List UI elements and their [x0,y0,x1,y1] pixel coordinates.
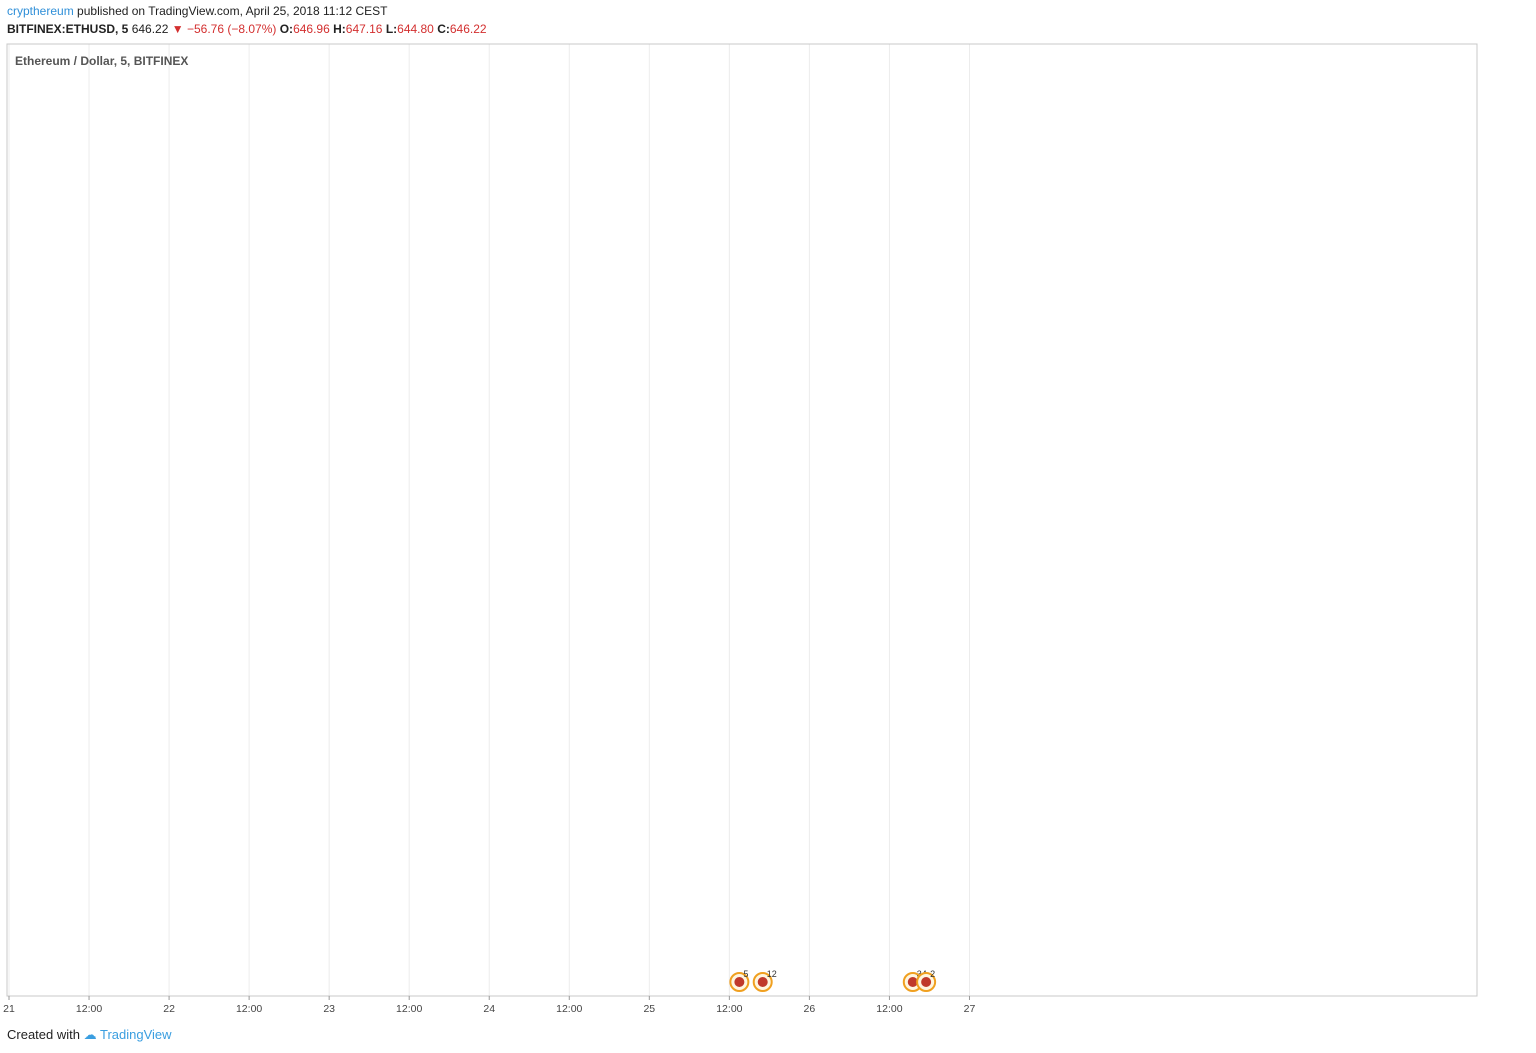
high-label: H: [333,22,346,36]
time-axis[interactable]: 21 12:00 22 12:00 23 12:00 24 12:00 25 12:00 26 12:… [3,996,975,1015]
event-flag-dot [907,977,918,987]
symbol-label: BITFINEX:ETHUSD, 5 [7,22,129,36]
high-value: 647.16 [345,22,383,36]
change-value: −56.76 (−8.07%) [186,22,277,36]
x-tick-label: 23 [323,1003,335,1015]
tradingview-cloud-icon: ☁ [83,1027,97,1042]
x-tick-label: 12:00 [76,1003,102,1015]
x-tick-label: 27 [964,1003,976,1015]
x-tick-label: 26 [804,1003,816,1015]
x-tick-label: 25 [643,1003,655,1015]
publish-line: crypthereum published on TradingView.com… [7,4,387,18]
x-tick-label: 12:00 [716,1003,742,1015]
event-flag-dot [757,977,768,987]
low-label: L: [385,22,398,36]
footer: Created with ☁ TradingView [7,1027,172,1043]
chart-title: Ethereum / Dollar, 5, BITFINEX [15,54,188,68]
event-count: 12 [767,969,777,979]
event-markers: 512342 [729,969,937,992]
ohlc-line: BITFINEX:ETHUSD, 5 646.22 ▼ −56.76 (−8.0… [7,22,487,36]
x-tick-label: 12:00 [236,1003,262,1015]
close-value: 646.22 [449,22,487,36]
x-tick-label: 12:00 [876,1003,902,1015]
x-tick-label: 22 [163,1003,175,1015]
plot-frame [6,43,1478,997]
open-label: O: [279,22,294,36]
created-with-text: Created with [7,1027,80,1042]
last-price: 646.22 [131,22,169,36]
x-tick-label: 24 [483,1003,495,1015]
x-tick-label: 21 [3,1003,15,1015]
chart-grid [8,44,970,996]
x-tick-label: 12:00 [396,1003,422,1015]
tradingview-link[interactable]: TradingView [100,1027,172,1042]
chart-header: crypthereum published on TradingView.com… [0,0,1536,44]
open-value: 646.96 [293,22,330,36]
down-arrow-icon: ▼ [171,22,184,36]
published-text: published on TradingView.com, April 25, … [77,4,388,18]
x-tick-label: 12:00 [556,1003,582,1015]
event-flag-dot [921,977,932,987]
event-flag-dot [734,977,745,987]
author-link[interactable]: crypthereum [7,4,74,18]
low-value: 644.80 [397,22,434,36]
event-count: 2 [930,969,935,979]
close-label: C: [437,22,450,36]
event-count: 5 [743,969,748,979]
